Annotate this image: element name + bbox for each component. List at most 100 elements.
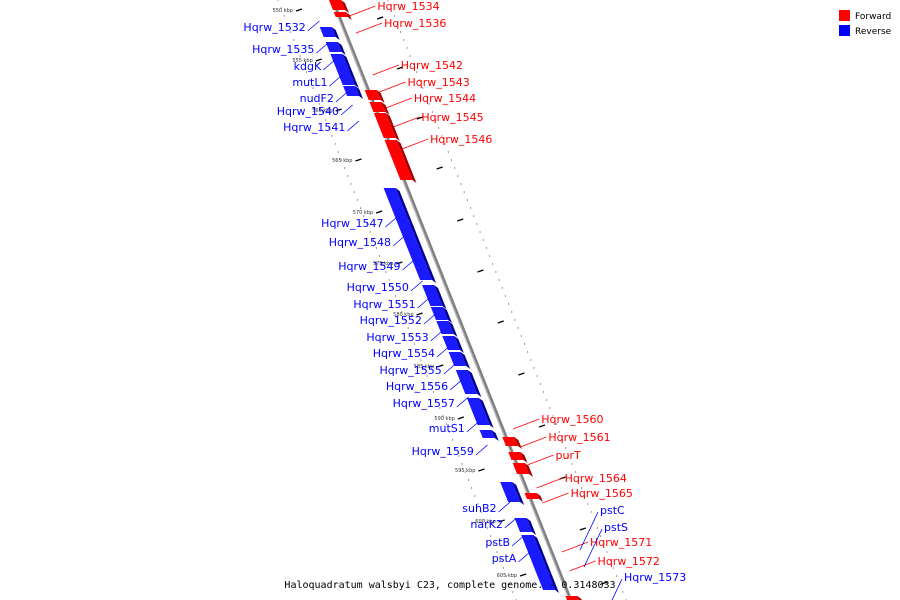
gene-hqrw-1548[interactable] bbox=[396, 220, 418, 235]
gene-hqrw-1536[interactable] bbox=[333, 12, 352, 20]
tick-mark bbox=[457, 416, 465, 420]
label-hqrw-1546: Hqrw_1546 bbox=[430, 133, 492, 146]
tick-mark bbox=[335, 108, 342, 112]
gene-hqrw-1560[interactable] bbox=[502, 437, 522, 449]
guide-dot bbox=[501, 287, 503, 289]
guide-dot bbox=[366, 223, 368, 225]
gene-hqrw-1532[interactable] bbox=[319, 27, 340, 40]
guide-dot bbox=[549, 407, 551, 409]
label-hqrw-1542: Hqrw_1542 bbox=[401, 59, 463, 72]
label-psts: pstS bbox=[604, 521, 628, 534]
gene-shadow bbox=[526, 518, 537, 535]
gene-body bbox=[430, 307, 448, 320]
gene-hqrw-1554[interactable] bbox=[442, 336, 464, 353]
gene-shadow bbox=[577, 596, 582, 600]
gene-body bbox=[525, 547, 544, 560]
gene-hqrw-1555[interactable] bbox=[448, 352, 471, 369]
guide-dot bbox=[609, 559, 611, 561]
tick-mark bbox=[478, 468, 485, 472]
gene-hqrw-1557[interactable] bbox=[466, 398, 494, 428]
gene-hqrw-1542[interactable] bbox=[364, 90, 385, 103]
label-pstc: pstC bbox=[600, 504, 625, 517]
legend-forward-swatch bbox=[839, 10, 850, 21]
guide-dot bbox=[331, 135, 333, 137]
guide-dot bbox=[587, 503, 589, 505]
gene-hqrw-1551[interactable] bbox=[422, 285, 447, 309]
gene-body bbox=[512, 463, 530, 474]
gene-hqrw-1550[interactable] bbox=[414, 265, 437, 283]
gene-nudf2[interactable] bbox=[343, 86, 364, 99]
guide-dot bbox=[542, 391, 545, 393]
leader-line bbox=[379, 81, 406, 93]
label-hqrw-1561: Hqrw_1561 bbox=[548, 431, 610, 444]
gene-shadow bbox=[389, 122, 400, 141]
guide-dot bbox=[467, 479, 470, 481]
label-hqrw-1555: Hqrw_1555 bbox=[379, 364, 441, 377]
gene-pstc[interactable] bbox=[535, 572, 560, 593]
guide-dot bbox=[277, 0, 279, 1]
gene-muts1[interactable] bbox=[479, 430, 499, 441]
gene-shadow bbox=[448, 321, 458, 337]
guide-dot bbox=[495, 271, 497, 273]
tick-mark bbox=[315, 58, 323, 62]
gene-hqrw-1544[interactable] bbox=[373, 113, 394, 125]
leader-line bbox=[498, 501, 511, 513]
gene-purt[interactable] bbox=[512, 463, 534, 477]
gene-hqrw-1553[interactable] bbox=[436, 321, 458, 337]
gene-hqrw-1559[interactable] bbox=[500, 482, 525, 505]
gene-suhb2[interactable] bbox=[514, 518, 537, 535]
gene-body bbox=[377, 122, 396, 138]
guide-dot bbox=[448, 431, 450, 433]
gene-hqrw-1552[interactable] bbox=[430, 307, 452, 323]
guide-dot bbox=[439, 407, 441, 409]
gene-hqrw-1545[interactable] bbox=[377, 122, 400, 141]
gene-labels: Hqrw_1534 Hqrw_1536 Hqrw_1542 Hqrw_1543 Hqrw… bbox=[243, 0, 686, 600]
guide-dot bbox=[375, 247, 377, 249]
label-hqrw-1551: Hqrw_1551 bbox=[353, 298, 415, 311]
leader-line bbox=[569, 560, 596, 572]
gene-mutl1[interactable] bbox=[339, 78, 359, 88]
guide-dot bbox=[450, 159, 453, 161]
gene-shadow bbox=[442, 307, 452, 323]
gene-shadow bbox=[355, 86, 364, 99]
gene-hqrw-1561[interactable] bbox=[508, 452, 528, 463]
gene-body bbox=[373, 113, 390, 122]
guide-dot bbox=[407, 327, 409, 329]
gene-body bbox=[531, 560, 548, 572]
gene-hqrw-1535[interactable] bbox=[325, 42, 346, 55]
gene-nark2[interactable] bbox=[521, 535, 543, 551]
leader-line bbox=[316, 42, 329, 54]
guide-dot bbox=[438, 127, 440, 129]
guide-dot bbox=[474, 495, 476, 497]
guide-dot bbox=[422, 87, 424, 89]
gene-body bbox=[422, 285, 443, 306]
gene-shadow bbox=[385, 113, 394, 125]
guide-dot bbox=[480, 511, 482, 513]
gene-body bbox=[479, 430, 495, 438]
guide-dot bbox=[485, 247, 487, 249]
gene-hqrw-1565[interactable] bbox=[565, 596, 583, 600]
leader-line bbox=[520, 436, 547, 448]
gene-psta[interactable] bbox=[531, 560, 552, 575]
gene-hqrw-1543[interactable] bbox=[369, 102, 390, 115]
gene-kdgk[interactable] bbox=[330, 54, 356, 81]
gene-hqrw-1547[interactable] bbox=[383, 188, 413, 223]
tick-label-550-kbp: 550 kbp bbox=[273, 8, 293, 14]
gene-pstb[interactable] bbox=[525, 547, 548, 563]
guide-dot bbox=[517, 327, 519, 329]
gene-hqrw-1534[interactable] bbox=[329, 0, 349, 13]
tick-label-605-kbp: 605 kbp bbox=[497, 573, 517, 579]
leader-line bbox=[402, 259, 415, 271]
tick-mark bbox=[518, 372, 525, 376]
gene-hqrw-1549[interactable] bbox=[401, 232, 431, 268]
gene-hqrw-1556[interactable] bbox=[455, 370, 482, 397]
gene-hqrw-1546[interactable] bbox=[384, 140, 417, 183]
label-hqrw-1552: Hqrw_1552 bbox=[360, 314, 422, 327]
guide-dot bbox=[457, 175, 459, 177]
guide-dot bbox=[590, 511, 592, 513]
legend-reverse-label: Reverse bbox=[855, 27, 892, 37]
gene-hqrw-1564[interactable] bbox=[524, 493, 543, 502]
guide-dot bbox=[507, 303, 510, 305]
label-pstb: pstB bbox=[485, 536, 510, 549]
guide-dot bbox=[512, 591, 514, 593]
